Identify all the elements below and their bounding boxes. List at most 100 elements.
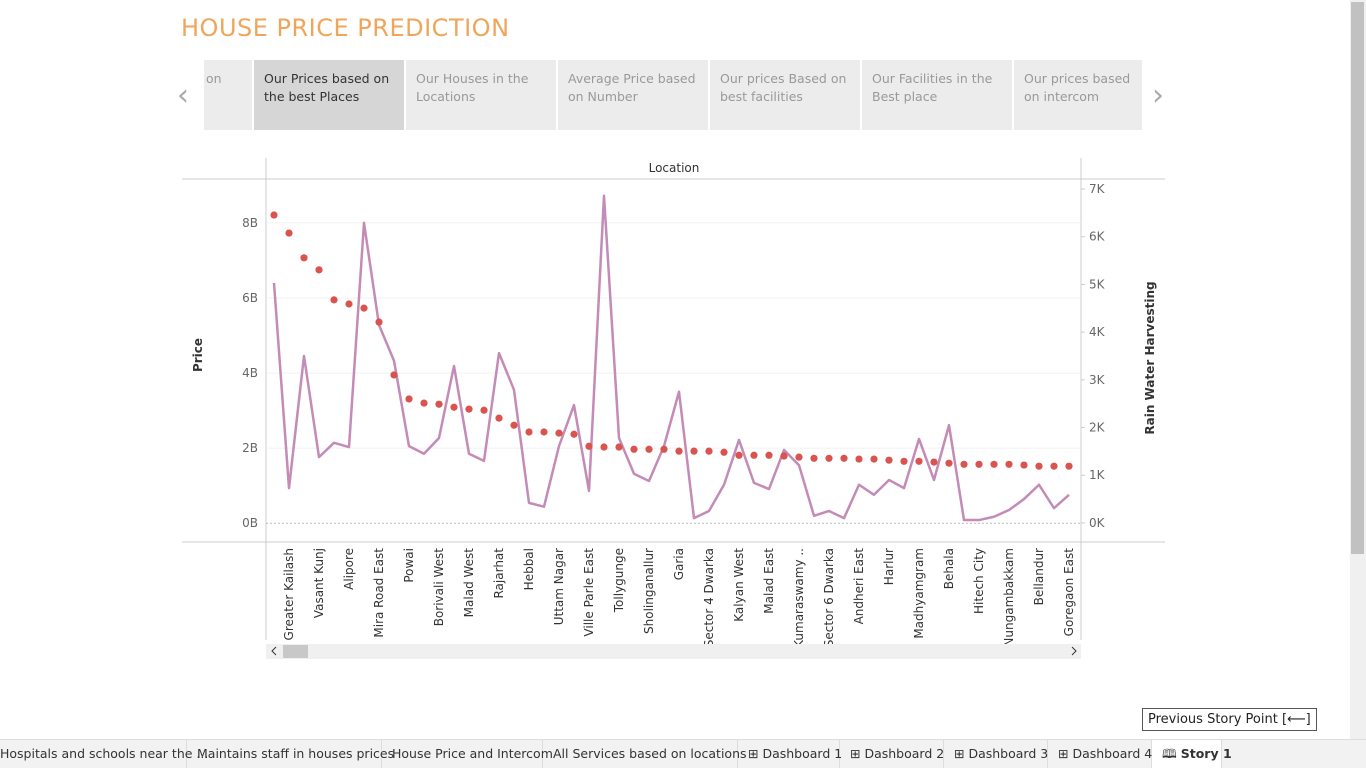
scroll-thumb[interactable]: [1351, 2, 1364, 554]
tab-label: House Price and Intercom: [392, 746, 553, 761]
dot: [705, 447, 713, 455]
y2-tick-label: 0K: [1089, 516, 1106, 530]
x-tick-label: Goregaon East: [1062, 548, 1076, 637]
dot: [840, 454, 848, 462]
story-point[interactable]: Our Prices based on the best Places: [254, 60, 404, 130]
sheet-tab[interactable]: ⊞ Dashboard 4: [1048, 740, 1152, 768]
sheet-tab[interactable]: ⊞ Dashboard 1: [738, 740, 843, 768]
y2-tick-label: 3K: [1089, 373, 1106, 387]
dot: [345, 300, 353, 308]
prev-arrow[interactable]: ‹: [177, 78, 189, 113]
h-scroll-thumb: [283, 645, 308, 658]
tab-icon: ⊞: [850, 746, 865, 761]
chart: Location Price Rain Water Harvesting 0B 2B 4B…: [182, 158, 1165, 659]
dot: [825, 454, 833, 462]
dot: [375, 318, 383, 326]
tooltip: Previous Story Point [⟵]: [1142, 708, 1317, 731]
x-tick-label: Sholinganallur: [642, 548, 656, 634]
tab-icon: ⊞: [748, 746, 763, 761]
dot: [495, 414, 503, 422]
dot: [1005, 460, 1013, 468]
tab-label: Hospitals and schools near the ...: [0, 746, 209, 761]
story-point[interactable]: Our prices based on intercom: [1014, 60, 1142, 130]
dot: [555, 429, 563, 437]
tab-icon: 🕮: [1162, 746, 1181, 761]
x-tick-label: Malad West: [462, 548, 476, 618]
y-tick-label: 8B: [242, 216, 258, 230]
dot: [390, 371, 398, 379]
y2-tick-label: 5K: [1089, 277, 1106, 291]
dot: [330, 296, 338, 304]
story-point[interactable]: Our Houses in the Locations: [406, 60, 556, 130]
dot: [885, 456, 893, 464]
tab-label: Dashboard 3: [968, 746, 1049, 761]
plot: [270, 194, 1073, 522]
dot: [690, 447, 698, 455]
next-arrow[interactable]: ›: [1152, 78, 1164, 113]
dot: [990, 460, 998, 468]
dot: [615, 443, 623, 451]
dot: [645, 445, 653, 453]
tab-label: Story 1: [1180, 746, 1232, 761]
sheet-tabs: Hospitals and schools near the ... Mainta…: [0, 739, 1366, 768]
line: [272, 194, 1070, 522]
x-tick-label: Madhyamgram: [912, 548, 926, 639]
x-tick-label: Greater Kailash: [282, 548, 296, 640]
tab-label: Maintains staff in houses prices: [197, 746, 395, 761]
sheet-tab[interactable]: ⊞ Dashboard 3: [944, 740, 1048, 768]
x-tick-label: Behala: [942, 548, 956, 589]
y2-tick-label: 6K: [1089, 230, 1106, 244]
dot: [915, 457, 923, 465]
y-tick-label: 6B: [242, 291, 258, 305]
dot: [435, 400, 443, 408]
tab-label: All Services based on locations: [553, 746, 747, 761]
dot: [600, 443, 608, 451]
dot: [480, 406, 488, 414]
dot: [270, 211, 278, 219]
x-tick-label: Kalyan West: [732, 548, 746, 622]
story-point[interactable]: Our Facilities in the Best place: [862, 60, 1012, 130]
dot: [870, 455, 878, 463]
x-tick-label: Nungambakkam: [1002, 548, 1016, 647]
dot: [630, 445, 638, 453]
story-point[interactable]: Our prices Based on best facilities: [710, 60, 860, 130]
sheet-tab[interactable]: 🕮 Story 1: [1152, 740, 1232, 768]
x-tick-label: Sector 4 Dwarka: [702, 548, 716, 647]
x-tick-label: Vasant Kunj: [312, 548, 326, 618]
dot: [855, 455, 863, 463]
sheet-tab[interactable]: House Price and Intercom: [382, 740, 553, 768]
scroll-right: [1071, 646, 1077, 656]
dot: [900, 457, 908, 465]
x-tick-label: Hebbal: [522, 548, 536, 590]
sheet-tab[interactable]: ⊞ Dashboard 2: [840, 740, 944, 768]
dot: [1035, 462, 1043, 470]
story-point[interactable]: Average Price based on Number: [558, 60, 708, 130]
dot: [405, 395, 413, 403]
sheet-tab[interactable]: Hospitals and schools near the ...: [0, 740, 208, 768]
y-tick-label: 4B: [242, 366, 258, 380]
tab-label: Dashboard 4: [1072, 746, 1153, 761]
dot: [660, 445, 668, 453]
x-tick-label: Mira Road East: [372, 548, 386, 638]
x-axis-title: Location: [649, 161, 700, 175]
story-point[interactable]: on: [204, 60, 252, 130]
x-tick-label: Rajarhat: [492, 548, 506, 599]
dot: [1065, 462, 1073, 470]
x-tick-label: Harlur: [882, 548, 896, 585]
dot: [720, 448, 728, 456]
dot: [780, 452, 788, 460]
x-tick-label: Sector 6 Dwarka: [822, 548, 836, 647]
dot: [1020, 461, 1028, 469]
sheet-tab[interactable]: All Services based on locations: [543, 740, 747, 768]
x-tick-label: Andheri East: [852, 548, 866, 625]
sheet-tab[interactable]: Maintains staff in houses prices: [187, 740, 394, 768]
tab-label: Dashboard 1: [762, 746, 843, 761]
dot: [960, 460, 968, 468]
x-tick-label: Ville Parle East: [582, 548, 596, 637]
x-tick-label: Hitech City: [972, 548, 986, 614]
dot: [285, 229, 293, 237]
x-tick-label: Alipore: [342, 548, 356, 590]
y2-tick-label: 4K: [1089, 325, 1106, 339]
dot: [450, 403, 458, 411]
